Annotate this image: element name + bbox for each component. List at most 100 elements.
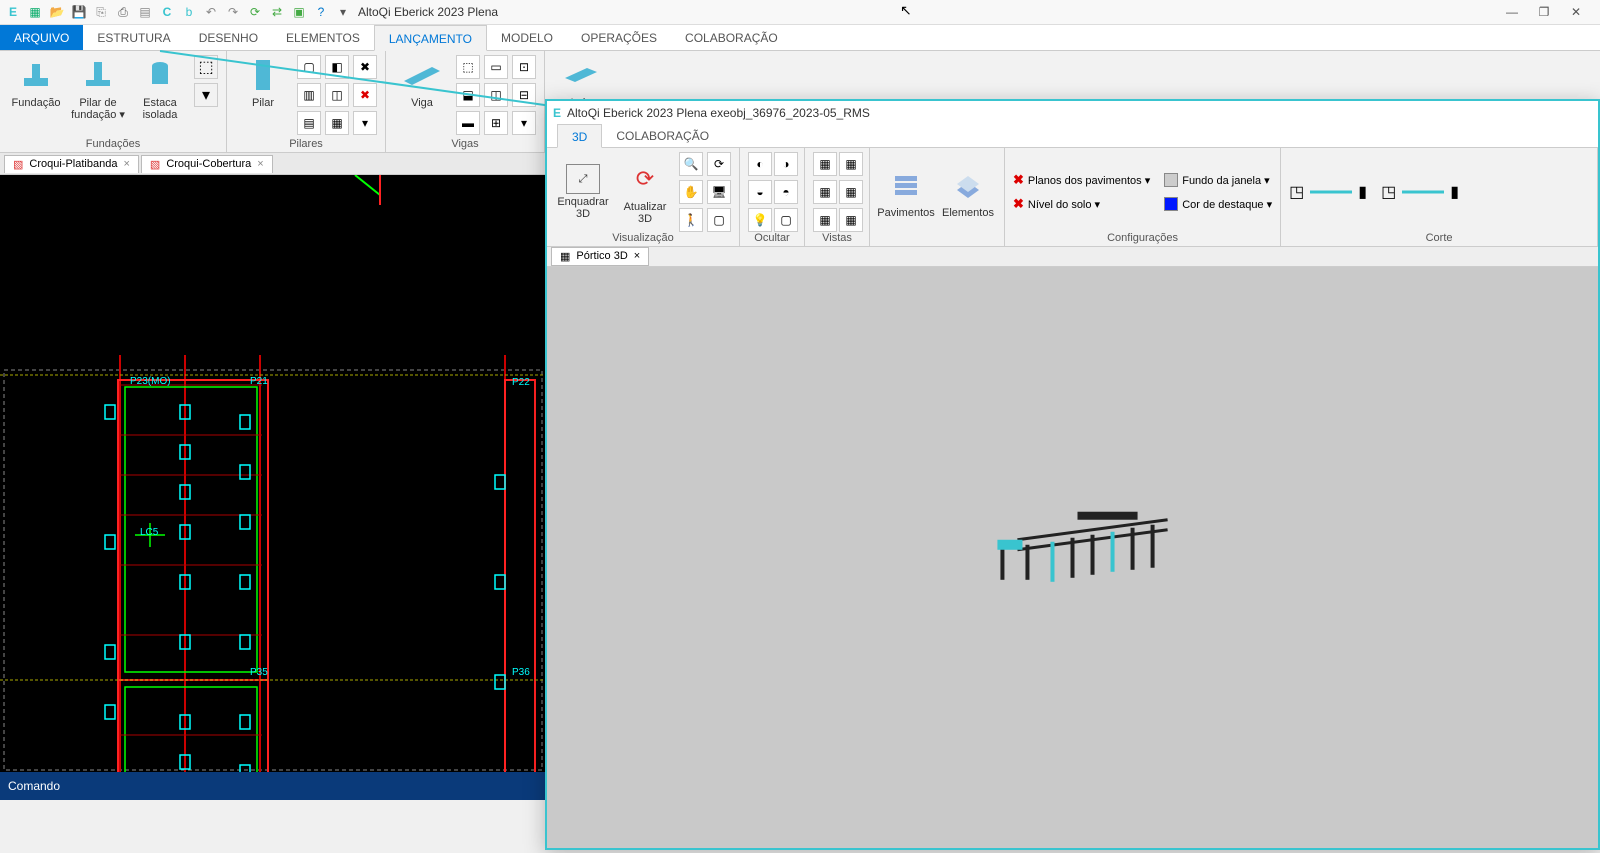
mv4[interactable]: ▦	[839, 180, 863, 204]
btn-enquadrar[interactable]: ⤢Enquadrar 3D	[555, 164, 611, 220]
cloud-icon[interactable]: C	[158, 3, 176, 21]
mini-v6[interactable]: ⊟	[512, 83, 536, 107]
mv5[interactable]: ▦	[813, 208, 837, 232]
mini-v7[interactable]: ▬	[456, 111, 480, 135]
btn-pilar-fundacao[interactable]: Pilar de fundação ▾	[70, 55, 126, 121]
cfg-planos[interactable]: ✖Planos dos pavimentos ▾	[1013, 169, 1150, 191]
btn-elementos[interactable]: Elementos	[940, 165, 996, 219]
mini-viz-4[interactable]: 🖥	[707, 180, 731, 204]
minimize-button[interactable]: —	[1500, 5, 1524, 19]
mini-v5[interactable]: ◫	[484, 83, 508, 107]
cfg-cor[interactable]: Cor de destaque ▾	[1164, 193, 1272, 215]
mini-fund-2[interactable]: ▾	[194, 83, 218, 107]
svg-text:P35: P35	[250, 667, 268, 678]
mini-v2[interactable]: ▭	[484, 55, 508, 79]
tab-desenho[interactable]: DESENHO	[185, 25, 272, 50]
cfg-nivel[interactable]: ✖Nível do solo ▾	[1013, 193, 1150, 215]
tab-estrutura[interactable]: ESTRUTURA	[83, 25, 184, 50]
doctab-platibanda[interactable]: ▧Croqui-Platibanda×	[4, 155, 139, 173]
float-tab-colab[interactable]: COLABORAÇÃO	[602, 124, 723, 147]
btn-estaca[interactable]: Estaca isolada	[132, 55, 188, 121]
mo3[interactable]: ◒	[748, 180, 772, 204]
mini-v1[interactable]: ⬚	[456, 55, 480, 79]
float-tab-3d[interactable]: 3D	[557, 124, 602, 148]
mini-p3[interactable]: ✖	[353, 55, 377, 79]
mv6[interactable]: ▦	[839, 208, 863, 232]
btn-fundacao[interactable]: Fundação	[8, 55, 64, 109]
slider-2[interactable]: ◳▮	[1381, 182, 1459, 202]
btn-pavimentos[interactable]: Pavimentos	[878, 165, 934, 219]
mini-fund-1[interactable]: ⬚	[194, 55, 218, 79]
doctab-portico3d[interactable]: ▦Pórtico 3D×	[551, 247, 649, 266]
close-button[interactable]: ✕	[1564, 5, 1588, 19]
close-tab-icon[interactable]: ×	[123, 158, 129, 170]
tab-colaboracao[interactable]: COLABORAÇÃO	[671, 25, 792, 50]
bim-icon[interactable]: b	[180, 3, 198, 21]
group-config: ✖Planos dos pavimentos ▾ ✖Nível do solo …	[1005, 148, 1281, 246]
btn-atualizar[interactable]: ⟳Atualizar 3D	[617, 159, 673, 225]
layers-icon[interactable]: ▣	[290, 3, 308, 21]
tab-arquivo[interactable]: ARQUIVO	[0, 25, 83, 50]
mini-p9[interactable]: ▾	[353, 111, 377, 135]
mini-p2[interactable]: ◧	[325, 55, 349, 79]
redo-icon[interactable]: ↷	[224, 3, 242, 21]
tab-modelo[interactable]: MODELO	[487, 25, 567, 50]
mini-viz-1[interactable]: 🔍	[679, 152, 703, 176]
close-tab-icon[interactable]: ×	[257, 158, 263, 170]
svg-text:P36: P36	[512, 667, 530, 678]
tab-operacoes[interactable]: OPERAÇÕES	[567, 25, 671, 50]
save-all-icon[interactable]: ⎘	[92, 3, 110, 21]
mo6[interactable]: ▢	[774, 208, 798, 232]
dropdown-icon[interactable]: ▾	[334, 3, 352, 21]
mini-p4[interactable]: ▥	[297, 83, 321, 107]
view-3d[interactable]	[547, 267, 1598, 848]
mini-p5[interactable]: ◫	[325, 83, 349, 107]
mv2[interactable]: ▦	[839, 152, 863, 176]
help-icon[interactable]: ?	[312, 3, 330, 21]
mini-v9[interactable]: ▾	[512, 111, 536, 135]
undo-icon[interactable]: ↶	[202, 3, 220, 21]
mv1[interactable]: ▦	[813, 152, 837, 176]
float-titlebar[interactable]: E AltoQi Eberick 2023 Plena exeobj_36976…	[547, 101, 1598, 124]
group-pav-elem: Pavimentos Elementos	[870, 148, 1005, 246]
tab-elementos[interactable]: ELEMENTOS	[272, 25, 374, 50]
title-bar: E ▦ 📂 💾 ⎘ ⎙ ▤ C b ↶ ↷ ⟳ ⇄ ▣ ? ▾ AltoQi E…	[0, 0, 1600, 25]
save-icon[interactable]: 💾	[70, 3, 88, 21]
mini-p7[interactable]: ▤	[297, 111, 321, 135]
sync-icon[interactable]: ⇄	[268, 3, 286, 21]
refresh-icon[interactable]: ⟳	[246, 3, 264, 21]
group-label: Fundações	[8, 136, 218, 150]
float-doctabs: ▦Pórtico 3D×	[547, 247, 1598, 267]
new-icon[interactable]: ▦	[26, 3, 44, 21]
mini-p6[interactable]: ✖	[353, 83, 377, 107]
maximize-button[interactable]: ❐	[1532, 5, 1556, 19]
mv3[interactable]: ▦	[813, 180, 837, 204]
mo5[interactable]: 💡	[748, 208, 772, 232]
mini-viz-2[interactable]: ⟳	[707, 152, 731, 176]
mini-p8[interactable]: ▦	[325, 111, 349, 135]
open-icon[interactable]: 📂	[48, 3, 66, 21]
print-icon[interactable]: ⎙	[114, 3, 132, 21]
window-buttons: — ❐ ✕	[1500, 5, 1596, 19]
btn-pilar[interactable]: Pilar	[235, 55, 291, 109]
mini-v4[interactable]: ⬓	[456, 83, 480, 107]
tab-lancamento[interactable]: LANÇAMENTO	[374, 25, 487, 51]
report-icon[interactable]: ▤	[136, 3, 154, 21]
command-label: Comando	[8, 779, 60, 793]
slider-1[interactable]: ◳▮	[1289, 182, 1367, 202]
group-corte: ◳▮ ◳▮ Corte	[1281, 148, 1598, 246]
group-vistas: ▦▦ ▦▦ ▦▦ Vistas	[805, 148, 870, 246]
mo2[interactable]: ◑	[774, 152, 798, 176]
mo1[interactable]: ◐	[748, 152, 772, 176]
mo4[interactable]: ◓	[774, 180, 798, 204]
cfg-fundo[interactable]: Fundo da janela ▾	[1164, 169, 1272, 191]
mini-viz-5[interactable]: 🚶	[679, 208, 703, 232]
mini-viz-3[interactable]: ✋	[679, 180, 703, 204]
btn-viga[interactable]: Viga	[394, 55, 450, 109]
doctab-cobertura[interactable]: ▧Croqui-Cobertura×	[141, 155, 273, 173]
mini-viz-6[interactable]: ▢	[707, 208, 731, 232]
mini-v8[interactable]: ⊞	[484, 111, 508, 135]
mini-v3[interactable]: ⊡	[512, 55, 536, 79]
close-tab-icon[interactable]: ×	[634, 250, 640, 263]
mini-p1[interactable]: ▢	[297, 55, 321, 79]
